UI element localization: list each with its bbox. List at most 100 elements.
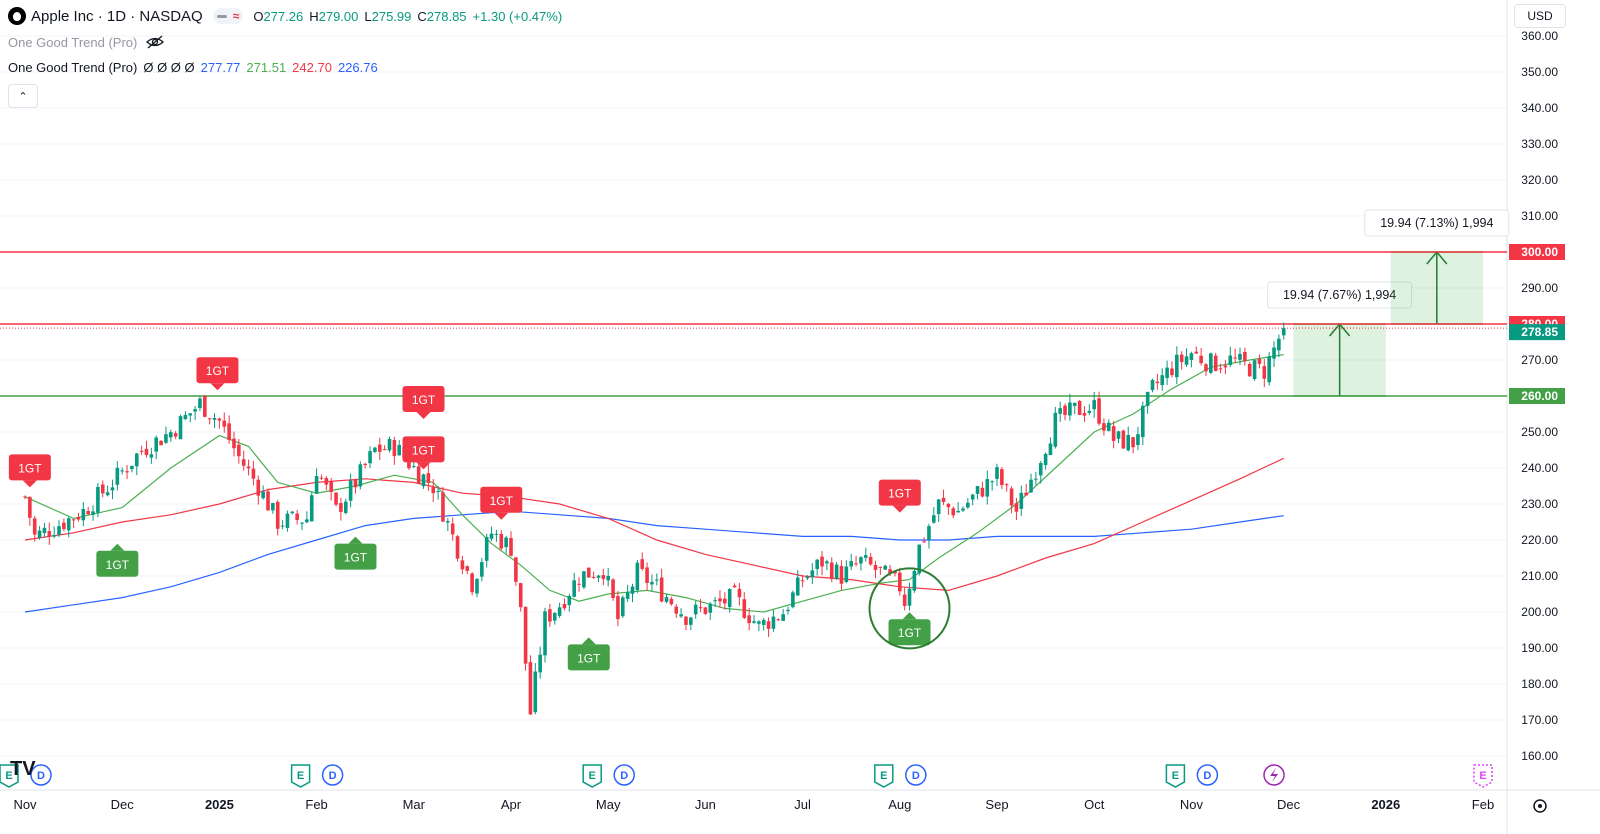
dividend-event-icon[interactable]: D <box>613 764 635 786</box>
candle <box>198 396 202 412</box>
earnings-event-icon[interactable]: E <box>582 764 602 788</box>
currency-selector[interactable]: USD <box>1514 4 1566 28</box>
candle-body <box>538 654 542 673</box>
chart-type-toggle[interactable]: ≈ <box>212 8 244 24</box>
candle <box>86 506 90 516</box>
candle <box>1233 348 1237 363</box>
candle <box>23 495 27 500</box>
settings-gear-icon[interactable] <box>1533 799 1547 813</box>
candle-body <box>110 487 115 491</box>
dividend-event-icon[interactable]: D <box>321 764 344 786</box>
candle-body <box>795 577 800 596</box>
candle <box>849 553 853 571</box>
candle <box>1092 391 1096 418</box>
candle <box>251 460 256 486</box>
candle <box>567 593 572 612</box>
candle-body <box>217 418 222 421</box>
y-tick-label: 350.00 <box>1521 65 1558 79</box>
collapse-legend-button[interactable]: ⌃ <box>8 84 38 108</box>
candle <box>1145 391 1150 414</box>
candle <box>956 502 960 513</box>
candle-body <box>961 508 965 511</box>
candle <box>1184 348 1189 367</box>
symbol-title[interactable]: Apple Inc · 1D · NASDAQ <box>31 7 203 25</box>
candle <box>552 612 557 625</box>
indicator-row-hidden[interactable]: One Good Trend (Pro) <box>8 34 165 50</box>
candle <box>1029 473 1033 493</box>
eye-hidden-icon[interactable] <box>145 34 165 50</box>
dividend-letter: D <box>912 770 920 782</box>
candle <box>455 535 460 562</box>
dividend-event-icon[interactable]: D <box>30 764 52 786</box>
candle <box>863 547 868 562</box>
minus-icon <box>216 14 227 18</box>
candle <box>42 522 47 538</box>
candle <box>1019 485 1024 516</box>
candle <box>1048 437 1053 456</box>
candle-body <box>42 527 47 534</box>
candle <box>324 475 329 491</box>
earnings-letter: E <box>589 770 596 782</box>
candle <box>1199 348 1203 366</box>
candle-body <box>173 433 178 437</box>
candle-body <box>499 533 504 549</box>
candle-body <box>684 616 688 625</box>
signal-pointer <box>348 536 363 544</box>
y-tick-label: 250.00 <box>1521 425 1558 439</box>
level-price-text: 300.00 <box>1521 245 1558 259</box>
y-tick-label: 220.00 <box>1521 533 1558 547</box>
candle <box>484 533 489 568</box>
candle <box>271 502 275 514</box>
candle-body <box>178 416 183 440</box>
candle-body <box>426 473 431 483</box>
earnings-event-icon[interactable]: E <box>0 764 19 788</box>
candle <box>1014 498 1019 521</box>
signal-label: 1GT <box>412 443 436 457</box>
candle-body <box>504 537 508 548</box>
candle <box>373 446 377 454</box>
candle <box>1160 368 1165 391</box>
candle-body <box>348 480 353 501</box>
x-tick-label: Dec <box>1277 797 1301 812</box>
earnings-event-icon[interactable]: E <box>290 764 311 788</box>
candle-body <box>343 501 348 513</box>
candle-body <box>893 571 897 574</box>
candle-body <box>1170 368 1174 376</box>
candle <box>47 522 52 545</box>
candle <box>28 496 32 526</box>
candle-body <box>446 520 450 523</box>
candle <box>640 552 645 571</box>
dividend-event-icon[interactable]: D <box>905 764 927 786</box>
candle-body <box>475 578 479 594</box>
earnings-event-icon[interactable]: E <box>1165 764 1186 788</box>
candle <box>616 590 620 627</box>
candle <box>723 592 727 610</box>
candle <box>222 412 227 433</box>
y-tick-label: 240.00 <box>1521 461 1558 475</box>
candle-body <box>1155 381 1160 384</box>
last-price-label: 278.85 <box>1509 324 1565 341</box>
indicator-row-values[interactable]: One Good Trend (Pro) Ø Ø Ø Ø 277.77 271.… <box>8 60 384 75</box>
earnings-event-icon[interactable]: E <box>874 764 894 788</box>
candle <box>620 595 625 618</box>
candle <box>305 511 309 524</box>
low-value: L275.99 <box>364 8 412 24</box>
x-tick-label: Feb <box>305 797 327 812</box>
signal-label: 1GT <box>412 393 436 407</box>
split-event-icon[interactable] <box>1263 764 1285 786</box>
candle <box>912 567 917 593</box>
candle-body <box>732 585 737 588</box>
signal-label: 1GT <box>898 626 922 640</box>
candle <box>66 516 71 538</box>
candle <box>659 568 664 603</box>
candle-body <box>363 463 367 465</box>
future-earnings-icon[interactable]: E <box>1473 764 1493 788</box>
dividend-event-icon[interactable]: D <box>1196 764 1219 786</box>
buy-signal-marker: 1GT <box>888 612 931 646</box>
range-label: 19.94 (7.67%) 1,994 <box>1267 281 1413 309</box>
y-tick-label: 330.00 <box>1521 137 1558 151</box>
candle <box>319 474 324 481</box>
candle-body <box>169 432 173 438</box>
candle <box>650 574 654 592</box>
